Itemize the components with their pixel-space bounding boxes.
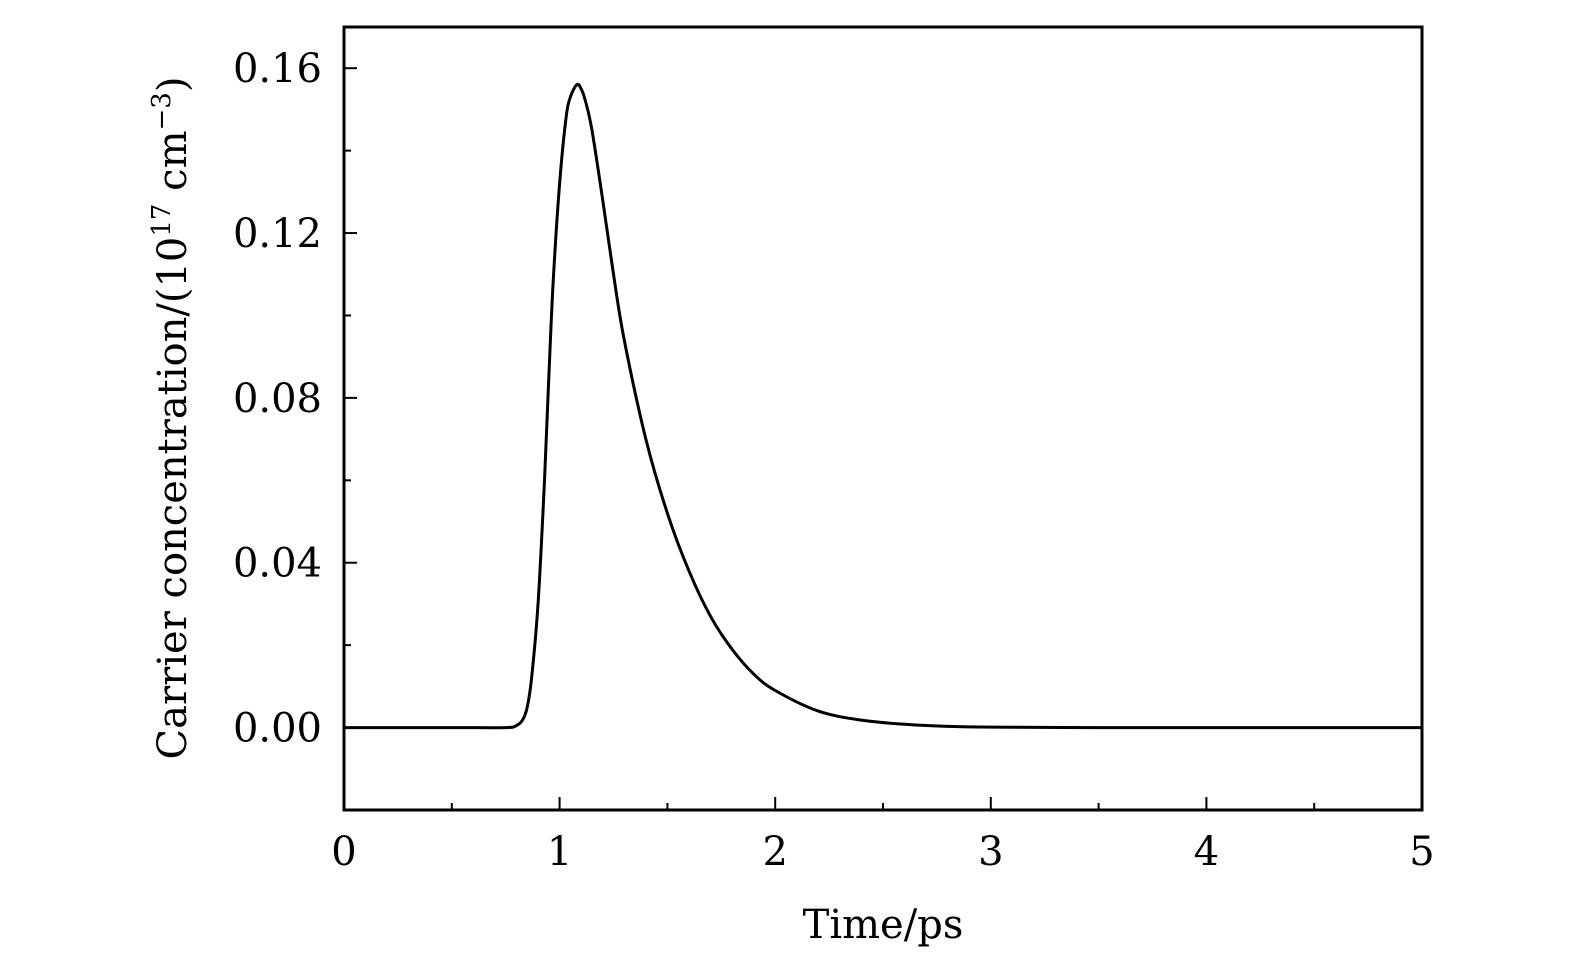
y-tick-label: 0.12 (233, 211, 322, 257)
x-tick-label: 0 (331, 829, 356, 875)
series-line-0 (344, 82, 1422, 730)
series-group (344, 82, 1422, 730)
x-tick-label: 1 (547, 829, 572, 875)
x-tick-label: 3 (978, 829, 1003, 875)
y-axis-label: Carrier concentration/(1017 cm−3) (147, 77, 196, 760)
y-tick-label: 0.04 (233, 541, 322, 587)
x-axis-label: Time/ps (803, 902, 964, 948)
y-tick-label: 0.00 (233, 706, 322, 752)
x-tick-label: 2 (762, 829, 787, 875)
minor-ticks (344, 149, 1316, 811)
tick-labels: 0 1 2 3 4 5 0.00 0.04 0.08 0.12 0.16 (233, 46, 1435, 875)
x-tick-label: 4 (1194, 829, 1219, 875)
y-tick-label: 0.08 (233, 376, 322, 422)
y-tick-label: 0.16 (233, 46, 322, 92)
x-tick-label: 5 (1409, 829, 1434, 875)
major-ticks (343, 67, 1423, 810)
plot-frame (342, 25, 1424, 812)
